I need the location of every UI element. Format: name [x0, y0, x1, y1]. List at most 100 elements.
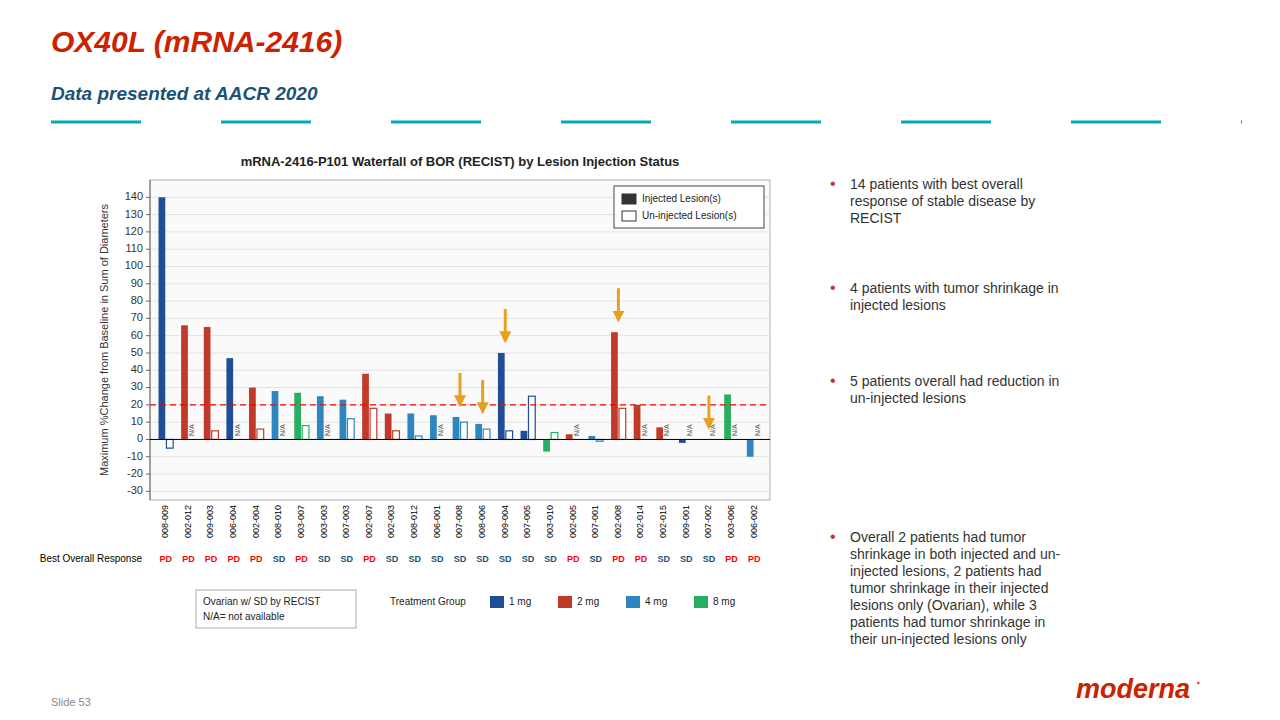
tick-label: -30: [127, 484, 143, 496]
slide-note: Slide 53: [51, 696, 91, 708]
tick-label: 60: [131, 329, 143, 341]
category-label: 003-010: [545, 505, 555, 538]
text-line: tumor shrinkage in their injected: [850, 580, 1048, 596]
y-axis-line: [150, 180, 151, 500]
y-axis-label: Maximum %Change from Baseline in Sum of …: [98, 203, 110, 476]
category-label: 002-005: [568, 505, 578, 538]
category-label: 006-004: [228, 505, 238, 538]
arrow: [707, 395, 710, 427]
bar-injected: [272, 391, 279, 439]
category-label: 007-002: [703, 505, 713, 538]
tick-mark: [146, 214, 150, 215]
bar-injected: [317, 396, 324, 439]
arrow: [504, 309, 507, 341]
bullet-mark: •: [830, 528, 836, 545]
bar-uninjected: [393, 431, 400, 440]
response-label: PD: [182, 554, 195, 564]
tick-label: 120: [125, 225, 143, 237]
color-legend-swatch: [490, 596, 504, 608]
response-label: SD: [703, 554, 716, 564]
text-line: RECIST: [850, 210, 902, 226]
legend-swatch: [622, 211, 636, 221]
response-label: SD: [522, 554, 535, 564]
grid-line: [150, 456, 770, 457]
grid-line: [150, 335, 770, 336]
response-label: SD: [680, 554, 693, 564]
grid-line: [150, 301, 770, 302]
bar-injected: [475, 424, 482, 440]
bar-uninjected: [166, 439, 173, 448]
text-line: 4 patients with tumor shrinkage in: [850, 280, 1059, 296]
legend-label: Injected Lesion(s): [642, 193, 721, 204]
grid-line: [150, 474, 770, 475]
response-label: PD: [635, 554, 648, 564]
na-label: N/A: [731, 424, 738, 436]
response-label: PD: [295, 554, 308, 564]
category-label: 002-008: [613, 505, 623, 538]
tick-mark: [146, 283, 150, 284]
plot-frame: [150, 180, 770, 500]
grid-line: [150, 266, 770, 267]
na-label: N/A: [234, 424, 241, 436]
color-legend-swatch: [626, 596, 640, 608]
response-label: PD: [612, 554, 625, 564]
bar-injected: [611, 332, 618, 439]
bar-injected: [385, 414, 392, 440]
chart: -30-20-100102030405060708090100110120130…: [40, 154, 770, 628]
tick-label: 20: [131, 398, 143, 410]
color-legend-title: Treatment Group: [390, 596, 466, 607]
bar-uninjected: [483, 429, 490, 439]
category-label: 002-007: [364, 505, 374, 538]
tick-mark: [146, 491, 150, 492]
tick-label: 90: [131, 277, 143, 289]
tick-label: 140: [125, 190, 143, 202]
bar-injected: [340, 400, 347, 440]
bar-uninjected: [551, 433, 558, 440]
arrow: [459, 373, 462, 405]
legend-box: [614, 186, 764, 228]
response-label: SD: [408, 554, 421, 564]
bullet-mark: •: [830, 175, 836, 192]
grid-line: [150, 370, 770, 371]
logo-mark: ·: [1195, 670, 1202, 692]
category-label: 007-003: [341, 505, 351, 538]
category-label: 002-012: [183, 505, 193, 538]
bar-uninjected: [302, 426, 309, 440]
bullet-mark: •: [830, 372, 836, 389]
category-label: 007-001: [590, 505, 600, 538]
footnotes: Ovarian w/ SD by RECISTN/A= not availabl…: [196, 590, 356, 628]
footnote: N/A= not available: [203, 611, 285, 622]
bar-uninjected: [212, 431, 219, 440]
text-line: Overall 2 patients had tumor: [850, 529, 1026, 545]
category-label: 006-001: [432, 505, 442, 538]
bar-injected: [159, 197, 166, 439]
tick-label: 50: [131, 346, 143, 358]
tick-label: 40: [131, 363, 143, 375]
bar-injected: [294, 393, 301, 440]
text-line: response of stable disease by: [850, 193, 1035, 209]
tick-mark: [146, 439, 150, 440]
category-label: 008-006: [477, 505, 487, 538]
category-label: 006-002: [749, 505, 759, 538]
tick-mark: [146, 352, 150, 353]
bar-injected: [226, 358, 233, 439]
color-legend-label: 1 mg: [509, 596, 531, 607]
response-label: PD: [363, 554, 376, 564]
text-line: lesions only (Ovarian), while 3: [850, 597, 1037, 613]
bar-injected: [588, 436, 595, 439]
arrow: [481, 380, 484, 412]
tick-label: 70: [131, 311, 143, 323]
bar-injected: [430, 415, 437, 439]
bar-uninjected: [347, 419, 354, 440]
text-line: injected lesions, 2 patients had: [850, 563, 1041, 579]
tick-label: 0: [137, 432, 143, 444]
grid-line: [150, 439, 770, 440]
text-line: un-injected lesions: [850, 390, 966, 406]
response-label: PD: [567, 554, 580, 564]
na-label: N/A: [573, 424, 580, 436]
tick-label: 80: [131, 294, 143, 306]
plot-area: [150, 197, 770, 456]
category-label: 003-007: [296, 505, 306, 538]
category-label: 007-008: [454, 505, 464, 538]
response-label: SD: [386, 554, 399, 564]
